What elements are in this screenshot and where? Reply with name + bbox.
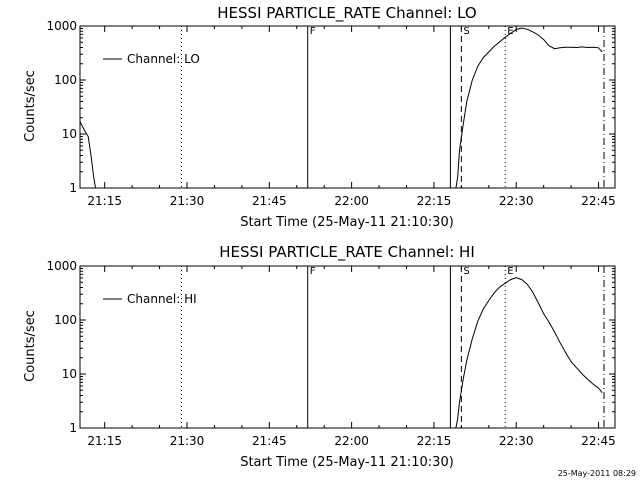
series-line xyxy=(455,277,603,429)
series-line xyxy=(455,27,603,189)
legend-label: Channel: HI xyxy=(127,292,197,306)
y-tick-label: 1000 xyxy=(46,19,77,33)
y-axis-label: Counts/sec xyxy=(23,310,38,382)
x-tick-label: 22:00 xyxy=(334,194,369,208)
legend-label: Channel: LO xyxy=(127,52,200,66)
panel-hi: HESSI PARTICLE_RATE Channel: HI Start Ti… xyxy=(23,243,616,470)
y-tick-label: 1 xyxy=(69,421,77,435)
chart-title: HESSI PARTICLE_RATE Channel: HI xyxy=(219,243,475,262)
x-tick-label: 22:15 xyxy=(417,434,452,448)
x-tick-label: 22:15 xyxy=(417,194,452,208)
x-tick-label: 22:30 xyxy=(499,194,534,208)
event-marker-label: S xyxy=(463,26,469,37)
x-tick-label: 21:30 xyxy=(170,434,205,448)
plot-frame xyxy=(79,265,616,429)
x-tick-label: 21:30 xyxy=(170,194,205,208)
event-marker-label: E xyxy=(507,266,513,277)
plot-frame xyxy=(79,25,616,189)
event-marker-label: S xyxy=(463,266,469,277)
y-tick-label: 10 xyxy=(62,367,77,381)
x-tick-label: 22:45 xyxy=(581,194,616,208)
x-axis-label: Start Time (25-May-11 21:10:30) xyxy=(240,215,454,230)
x-tick-label: 21:15 xyxy=(87,194,122,208)
x-tick-label: 21:45 xyxy=(252,434,287,448)
y-tick-label: 10 xyxy=(62,127,77,141)
y-tick-label: 100 xyxy=(54,313,77,327)
footer-timestamp: 25-May-2011 08:29 xyxy=(558,469,636,478)
event-marker-label: F xyxy=(310,266,316,277)
x-tick-label: 22:30 xyxy=(499,434,534,448)
chart-title: HESSI PARTICLE_RATE Channel: LO xyxy=(217,4,476,23)
x-tick-label: 22:45 xyxy=(581,434,616,448)
x-tick-label: 21:15 xyxy=(87,434,122,448)
x-tick-label: 21:45 xyxy=(252,194,287,208)
y-tick-label: 100 xyxy=(54,73,77,87)
y-axis-label: Counts/sec xyxy=(23,70,38,142)
y-tick-label: 1000 xyxy=(46,259,77,273)
y-tick-label: 1 xyxy=(69,181,77,195)
x-axis-label: Start Time (25-May-11 21:10:30) xyxy=(240,455,454,470)
panel-lo: HESSI PARTICLE_RATE Channel: LO Start Ti… xyxy=(23,4,616,230)
event-marker-label: E xyxy=(507,26,513,37)
event-marker-label: F xyxy=(310,26,316,37)
x-tick-label: 22:00 xyxy=(334,434,369,448)
series-line xyxy=(79,121,96,189)
